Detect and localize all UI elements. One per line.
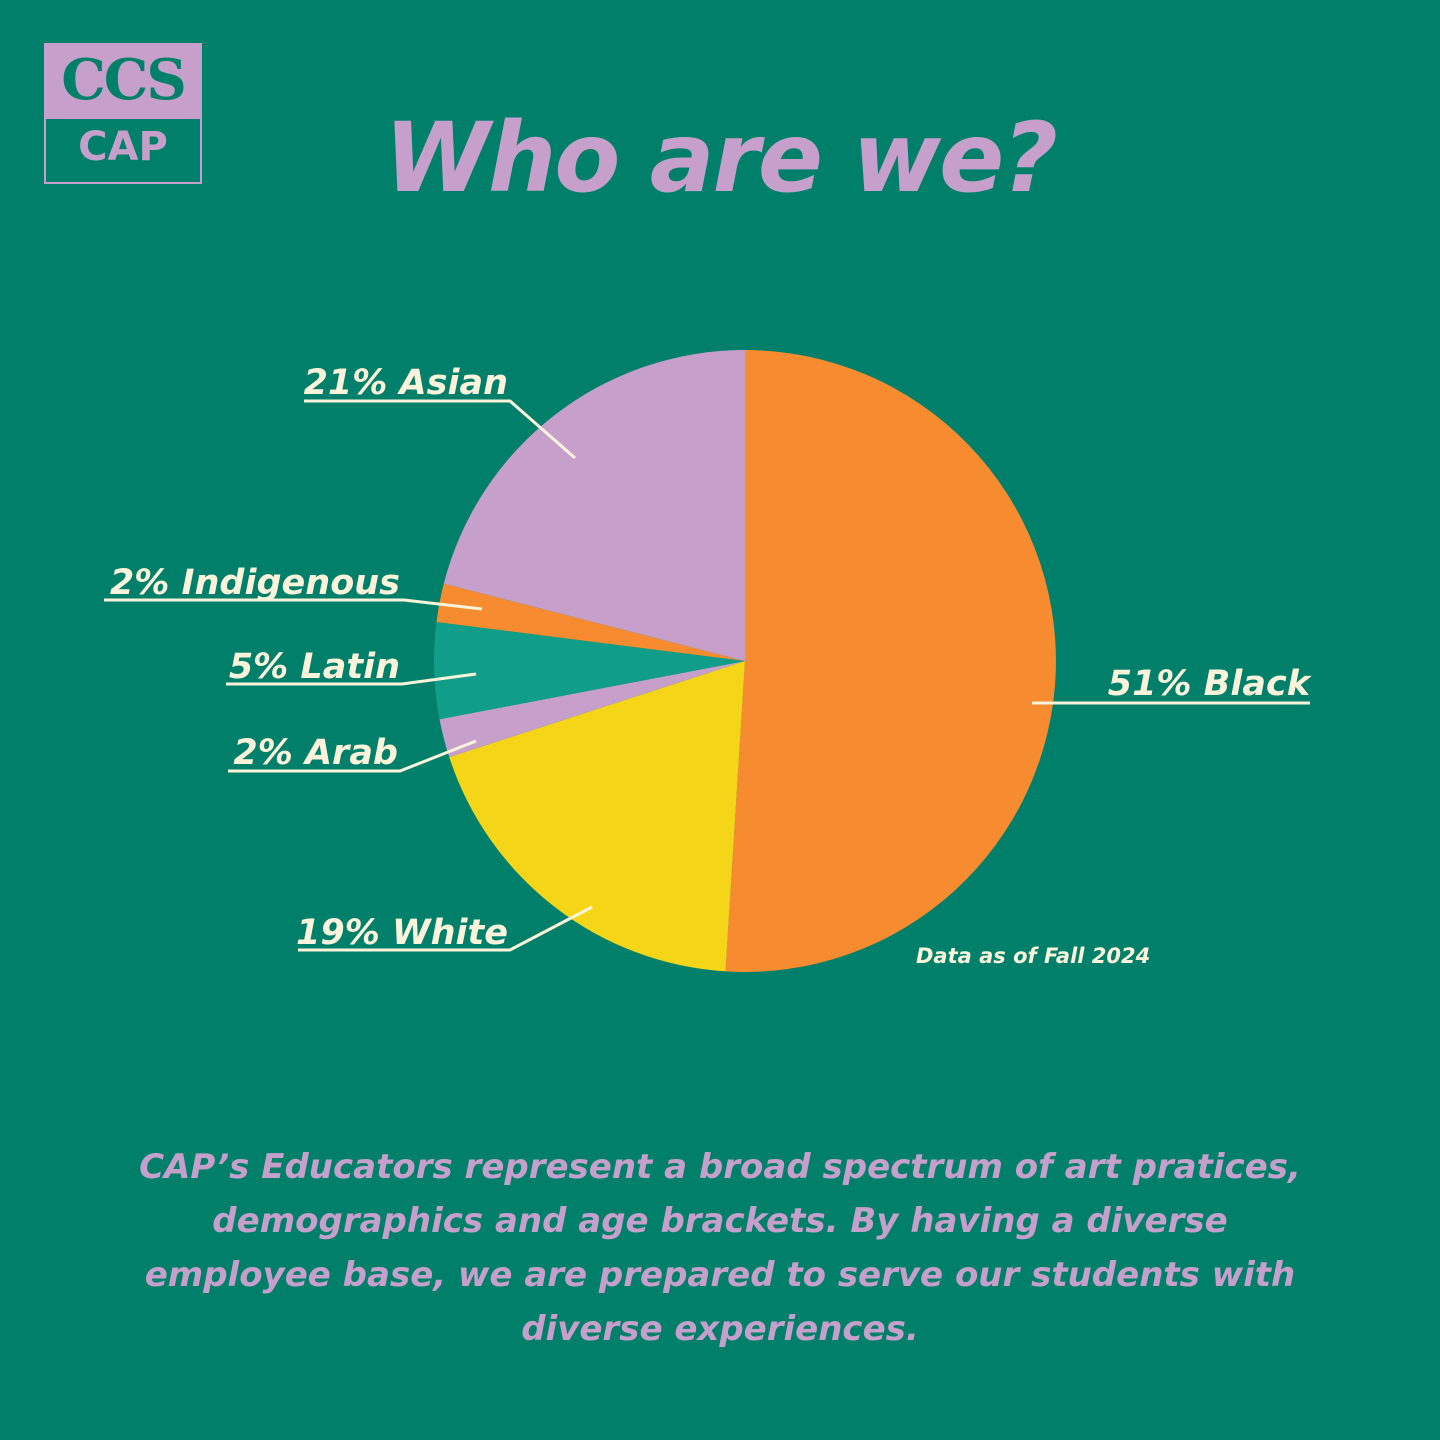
leader-line-arab xyxy=(228,739,477,773)
slice-label-latin: 5% Latin xyxy=(229,647,400,687)
description-text: CAP’s Educators represent a broad spectr… xyxy=(139,1147,1301,1349)
leader-line-asian xyxy=(304,399,576,460)
logo-cap: CAP xyxy=(44,117,202,184)
slice-label-black: 51% Black xyxy=(1108,664,1313,704)
leader-line-white xyxy=(298,905,593,952)
slice-label-arab: 2% Arab xyxy=(233,733,398,773)
leader-line-latin xyxy=(226,672,477,686)
data-date-note: Data as of Fall 2024 xyxy=(916,944,1151,968)
page-title: Who are we? xyxy=(384,102,1058,214)
slice-label-white: 19% White xyxy=(296,913,508,953)
pie-slice-latin xyxy=(433,622,745,720)
pie-slice-black xyxy=(725,350,1056,972)
logo: CCS CAP xyxy=(44,43,202,184)
pie-slice-asian xyxy=(443,350,745,661)
pie-slice-arab xyxy=(439,661,745,758)
leader-line-indigenous xyxy=(104,598,483,611)
pie-slice-indigenous xyxy=(436,583,745,661)
logo-ccs: CCS xyxy=(44,43,202,117)
slice-label-asian: 21% Asian xyxy=(304,363,508,403)
pie-slice-white xyxy=(449,661,745,972)
slice-label-indigenous: 2% Indigenous xyxy=(110,563,400,603)
